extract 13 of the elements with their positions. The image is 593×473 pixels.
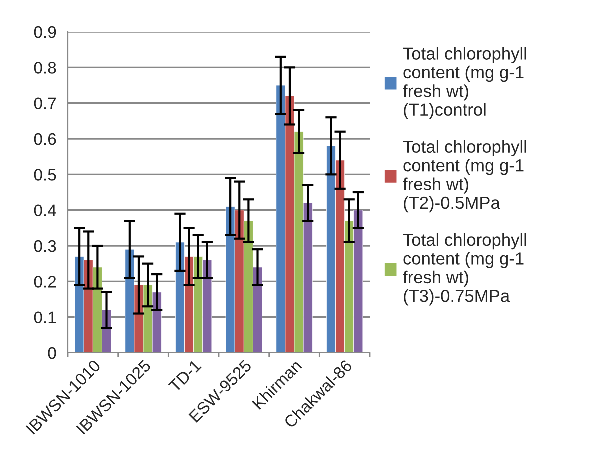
y-tick-label: 0.4 — [34, 204, 56, 217]
y-tick-label: 0 — [48, 347, 56, 360]
legend-label: Total chlorophyll content (mg g-1 fresh wt) (T2)-0.5MPa — [403, 140, 526, 213]
y-tick-label: 0.3 — [34, 240, 56, 252]
y-tick-label: 0.1 — [34, 312, 56, 324]
legend-label: Total chlorophyll content (mg g-1 fresh wt) (T1)control — [403, 47, 526, 120]
y-tick-label: 0.9 — [34, 26, 56, 38]
y-tick-label: 0.6 — [34, 133, 56, 146]
y-tick-label: 0.8 — [34, 62, 56, 74]
y-tick-label: 0.2 — [34, 276, 56, 288]
legend-label: Total chlorophyll content (mg g-1 fresh wt) (T3)-0.75MPa — [403, 233, 526, 306]
y-tick-label: 0.5 — [34, 169, 56, 181]
y-tick-label: 0.7 — [34, 98, 56, 110]
